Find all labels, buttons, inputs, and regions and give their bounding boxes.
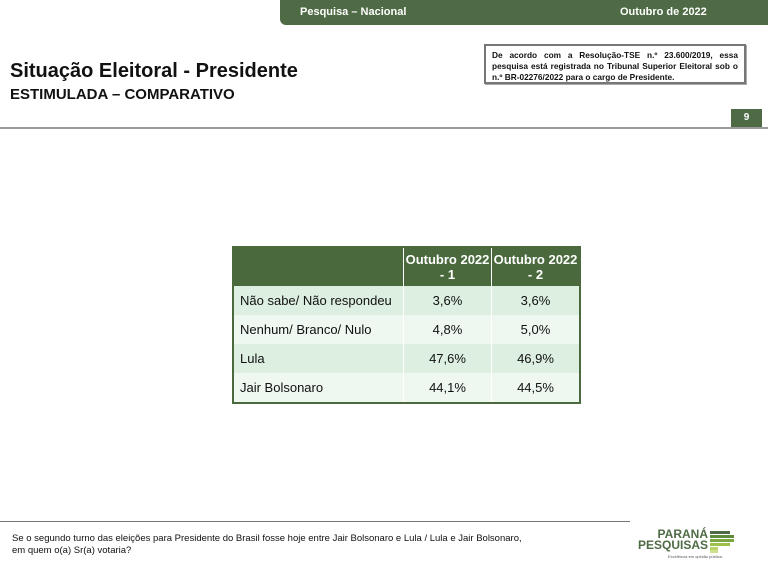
- logo-tagline: Excelência em opinião pública.: [668, 554, 723, 559]
- row-label: Jair Bolsonaro: [233, 373, 404, 403]
- row-label: Não sabe/ Não respondeu: [233, 286, 404, 315]
- question-line: em quem o(a) Sr(a) votaria?: [12, 545, 132, 556]
- header-bar: Pesquisa – Nacional Outubro de 2022: [280, 0, 768, 25]
- cell-value: 5,0%: [491, 315, 580, 344]
- row-label: Lula: [233, 344, 404, 373]
- cell-value: 44,5%: [491, 373, 580, 403]
- page-subtitle: ESTIMULADA – COMPARATIVO: [10, 86, 235, 103]
- logo-line: PARANÁ: [657, 527, 708, 541]
- logo-line: PESQUISAS: [637, 538, 708, 552]
- results-table: Outubro 2022 - 1 Outubro 2022 - 2 Não sa…: [232, 246, 581, 404]
- page-title: Situação Eleitoral - Presidente: [10, 60, 298, 82]
- tse-notice: De acordo com a Resolução-TSE n.º 23.600…: [484, 44, 746, 84]
- table-row: Lula 47,6% 46,9%: [233, 344, 580, 373]
- header-date: Outubro de 2022: [620, 6, 707, 18]
- table-row: Jair Bolsonaro 44,1% 44,5%: [233, 373, 580, 403]
- cell-value: 46,9%: [491, 344, 580, 373]
- cell-value: 4,8%: [403, 315, 492, 344]
- page-number: 9: [731, 109, 762, 127]
- question-line: Se o segundo turno das eleições para Pre…: [12, 533, 522, 544]
- table-header: Outubro 2022 - 1 Outubro 2022 - 2: [233, 247, 580, 286]
- question-text: Se o segundo turno das eleições para Pre…: [12, 533, 522, 557]
- parana-pesquisas-logo: PARANÁ PESQUISAS Excelência em opinião pú…: [638, 528, 750, 562]
- header-empty: [233, 247, 404, 286]
- table-row: Nenhum/ Branco/ Nulo 4,8% 5,0%: [233, 315, 580, 344]
- column-header: Outubro 2022 - 2: [491, 247, 580, 286]
- logo-p-icon: [710, 531, 734, 553]
- table-row: Não sabe/ Não respondeu 3,6% 3,6%: [233, 286, 580, 315]
- logo-text: PARANÁ PESQUISAS: [637, 527, 708, 552]
- cell-value: 3,6%: [403, 286, 492, 315]
- header-survey-label: Pesquisa – Nacional: [300, 6, 407, 18]
- column-header: Outubro 2022 - 1: [403, 247, 492, 286]
- footer-divider: [0, 521, 630, 522]
- row-label: Nenhum/ Branco/ Nulo: [233, 315, 404, 344]
- cell-value: 3,6%: [491, 286, 580, 315]
- divider: [0, 127, 768, 129]
- cell-value: 44,1%: [403, 373, 492, 403]
- cell-value: 47,6%: [403, 344, 492, 373]
